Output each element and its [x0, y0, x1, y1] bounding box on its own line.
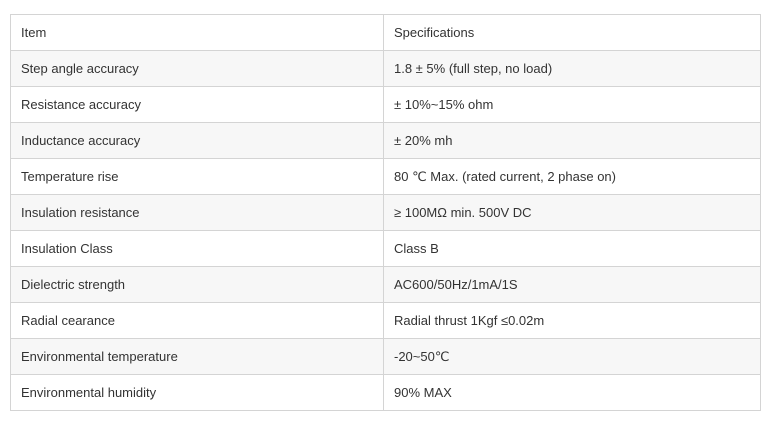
table-row: Inductance accuracy ± 20% mh	[10, 122, 761, 159]
row-spec: 1.8 ± 5% (full step, no load)	[383, 50, 761, 87]
table-row: Resistance accuracy ± 10%~15% ohm	[10, 86, 761, 123]
row-spec: ± 20% mh	[383, 122, 761, 159]
row-spec: 90% MAX	[383, 374, 761, 411]
row-spec: ± 10%~15% ohm	[383, 86, 761, 123]
row-spec: ≥ 100MΩ min. 500V DC	[383, 194, 761, 231]
row-item: Radial cearance	[10, 302, 384, 339]
row-item: Temperature rise	[10, 158, 384, 195]
header-specifications: Specifications	[383, 14, 761, 51]
row-item: Environmental temperature	[10, 338, 384, 375]
row-item: Insulation resistance	[10, 194, 384, 231]
row-spec: 80 ℃ Max. (rated current, 2 phase on)	[383, 158, 761, 195]
row-spec: Radial thrust 1Kgf ≤0.02m	[383, 302, 761, 339]
row-spec: -20~50℃	[383, 338, 761, 375]
table-row: Insulation resistance ≥ 100MΩ min. 500V …	[10, 194, 761, 231]
header-item: Item	[10, 14, 384, 51]
table-row: Environmental humidity 90% MAX	[10, 374, 761, 411]
row-item: Step angle accuracy	[10, 50, 384, 87]
row-item: Dielectric strength	[10, 266, 384, 303]
row-spec: Class B	[383, 230, 761, 267]
specifications-table: Item Specifications Step angle accuracy …	[10, 14, 761, 411]
table-row: Temperature rise 80 ℃ Max. (rated curren…	[10, 158, 761, 195]
table-header-row: Item Specifications	[10, 14, 761, 51]
table-row: Radial cearance Radial thrust 1Kgf ≤0.02…	[10, 302, 761, 339]
row-item: Inductance accuracy	[10, 122, 384, 159]
row-item: Resistance accuracy	[10, 86, 384, 123]
table-row: Insulation Class Class B	[10, 230, 761, 267]
table-row: Dielectric strength AC600/50Hz/1mA/1S	[10, 266, 761, 303]
table-row: Environmental temperature -20~50℃	[10, 338, 761, 375]
row-spec: AC600/50Hz/1mA/1S	[383, 266, 761, 303]
row-item: Environmental humidity	[10, 374, 384, 411]
table-row: Step angle accuracy 1.8 ± 5% (full step,…	[10, 50, 761, 87]
row-item: Insulation Class	[10, 230, 384, 267]
